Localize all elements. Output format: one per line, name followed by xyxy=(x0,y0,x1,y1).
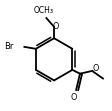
Text: OCH₃: OCH₃ xyxy=(33,6,53,15)
Text: O: O xyxy=(70,93,76,102)
Text: O: O xyxy=(91,64,98,73)
Text: Br: Br xyxy=(4,42,14,51)
Text: O: O xyxy=(52,22,59,31)
